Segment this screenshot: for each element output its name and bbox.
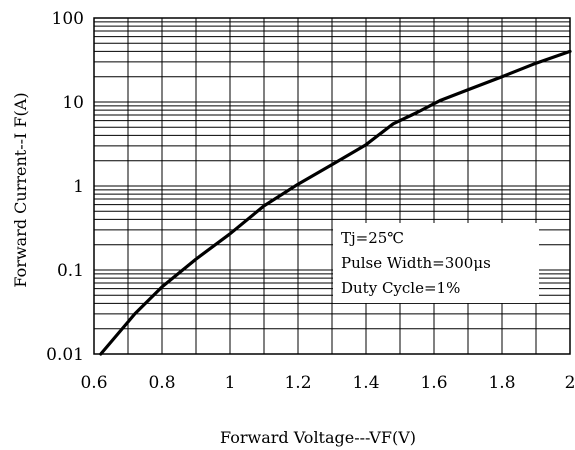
annotation-background [333, 223, 539, 303]
y-tick-label: 100 [52, 9, 84, 29]
x-tick-label: 1.8 [488, 373, 515, 393]
x-tick-label: 1.6 [420, 373, 447, 393]
y-tick-label: 0.01 [46, 345, 84, 365]
annotation-line: Tj=25℃ [341, 229, 404, 247]
annotation-box: Tj=25℃ Pulse Width=300μs Duty Cycle=1% [333, 223, 539, 303]
x-axis-title: Forward Voltage---VF(V) [220, 428, 416, 447]
x-tick-label: 1 [225, 373, 236, 393]
series-line [99, 49, 572, 356]
annotation-line: Pulse Width=300μs [341, 254, 491, 272]
x-tick-label: 1.4 [352, 373, 379, 393]
y-tick-label: 10 [62, 93, 84, 113]
x-tick-label: 0.6 [80, 373, 107, 393]
y-tick-label: 0.1 [57, 261, 84, 281]
y-axis-title: Forward Current--I F(A) [11, 92, 30, 287]
x-tick-label: 1.2 [284, 373, 311, 393]
annotation-line: Duty Cycle=1% [341, 279, 460, 297]
x-tick-label: 2 [565, 373, 575, 393]
plot-frame [93, 17, 571, 355]
y-tick-label: 1 [73, 177, 84, 197]
y-tick-labels: 0.01 0.1 1 10 100 [46, 9, 84, 365]
x-tick-labels: 0.6 0.8 1 1.2 1.4 1.6 1.8 2 [80, 373, 575, 393]
x-tick-label: 0.8 [148, 373, 175, 393]
